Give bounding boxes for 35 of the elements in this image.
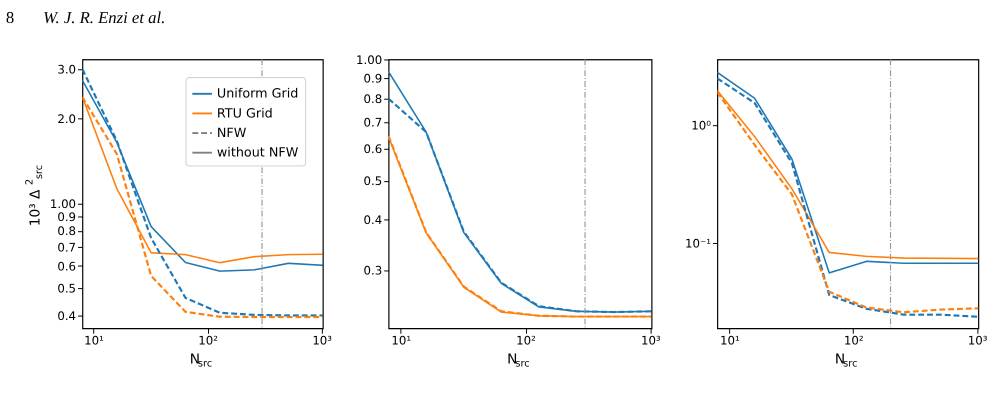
x-tick-label: 10¹ (84, 334, 104, 348)
x-tick-label: 10² (198, 334, 218, 348)
y-tick-label: 0.3 (364, 263, 382, 278)
y-tick-label: 0.7 (364, 115, 382, 130)
y-tick-label: 0.6 (57, 259, 76, 274)
y-tick-label: 3.0 (57, 62, 76, 77)
y-tick-label: 1.00 (356, 52, 382, 67)
y-tick-label: 0.4 (57, 308, 76, 323)
y-tick-label: 10⁻¹ (685, 236, 712, 251)
y-tick-label: 0.8 (57, 224, 76, 238)
x-tick-label: 10² (516, 334, 536, 348)
x-tick-label: 10² (844, 334, 864, 348)
y-tick-label: 0.5 (364, 174, 382, 188)
x-tick-label: 10³ (968, 334, 988, 348)
y-tick-label: 0.5 (57, 282, 76, 296)
y-tick-label: 2.0 (57, 112, 76, 126)
y-tick-label: 0.8 (364, 92, 382, 106)
y-tick-label: 1.00 (50, 196, 76, 211)
legend-label: NFW (216, 126, 247, 141)
x-tick-label: 10³ (640, 334, 661, 348)
text: 8 (6, 8, 14, 28)
x-tick-label: 10¹ (391, 334, 412, 348)
y-tick-label: 0.7 (57, 240, 76, 254)
x-tick-label: 10¹ (720, 334, 740, 348)
legend-label: RTU Grid (216, 106, 273, 122)
y-tick-label: 10⁰ (691, 118, 712, 133)
text: W. J. R. Enzi et al. (43, 8, 166, 28)
y-tick-label: 0.6 (364, 142, 382, 156)
y-tick-label: 0.4 (364, 213, 382, 228)
legend-label: Uniform Grid (216, 86, 298, 102)
x-tick-label: 10³ (312, 334, 332, 348)
y-axis-title: 10³ Δ2src (24, 164, 46, 226)
legend-label: without NFW (216, 146, 299, 161)
y-tick-label: 0.9 (364, 71, 382, 86)
y-tick-label: 0.9 (57, 210, 76, 224)
